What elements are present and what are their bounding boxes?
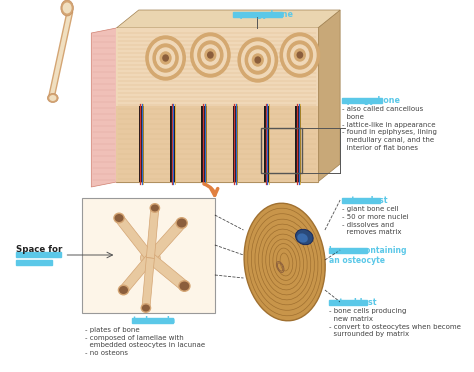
Circle shape bbox=[163, 55, 168, 61]
Bar bbox=[116, 28, 318, 182]
Ellipse shape bbox=[142, 305, 150, 311]
Circle shape bbox=[284, 37, 316, 73]
Ellipse shape bbox=[177, 218, 187, 228]
Ellipse shape bbox=[47, 93, 58, 103]
Circle shape bbox=[242, 42, 274, 78]
Circle shape bbox=[291, 45, 309, 65]
Bar bbox=[261, 128, 301, 173]
Ellipse shape bbox=[140, 249, 160, 267]
Bar bbox=[264, 106, 269, 182]
Ellipse shape bbox=[149, 203, 160, 213]
Circle shape bbox=[194, 37, 227, 73]
Ellipse shape bbox=[244, 203, 325, 321]
Bar bbox=[329, 300, 367, 305]
Bar bbox=[233, 106, 238, 182]
Ellipse shape bbox=[178, 280, 191, 292]
Polygon shape bbox=[91, 28, 116, 187]
Circle shape bbox=[156, 48, 174, 68]
Bar bbox=[170, 106, 175, 182]
Circle shape bbox=[249, 50, 267, 70]
Circle shape bbox=[297, 52, 302, 58]
Ellipse shape bbox=[61, 0, 73, 16]
Polygon shape bbox=[147, 254, 187, 291]
Text: spongy bone: spongy bone bbox=[236, 10, 293, 19]
Text: osteoblast: osteoblast bbox=[329, 298, 377, 307]
Bar bbox=[342, 98, 382, 103]
Bar bbox=[329, 248, 367, 253]
Ellipse shape bbox=[119, 286, 128, 294]
Bar bbox=[82, 198, 215, 313]
Circle shape bbox=[208, 52, 213, 58]
Circle shape bbox=[146, 36, 185, 80]
Bar bbox=[116, 28, 318, 106]
Circle shape bbox=[253, 54, 263, 66]
Text: - also called cancellous
  bone
- lattice-like in appearance
- found in epiphyse: - also called cancellous bone - lattice-… bbox=[342, 106, 437, 151]
Circle shape bbox=[201, 45, 219, 65]
Text: osteoclast: osteoclast bbox=[342, 196, 388, 205]
Ellipse shape bbox=[151, 205, 159, 212]
Text: spongy bone: spongy bone bbox=[342, 96, 400, 105]
Circle shape bbox=[287, 41, 312, 69]
Circle shape bbox=[205, 49, 216, 61]
Polygon shape bbox=[116, 10, 340, 28]
Circle shape bbox=[280, 33, 319, 77]
Bar bbox=[16, 252, 61, 257]
Bar bbox=[116, 106, 318, 182]
Bar bbox=[132, 318, 173, 323]
Ellipse shape bbox=[297, 233, 308, 243]
Ellipse shape bbox=[115, 214, 124, 222]
Polygon shape bbox=[116, 215, 154, 261]
Circle shape bbox=[245, 46, 270, 74]
Bar bbox=[201, 106, 207, 182]
Ellipse shape bbox=[118, 285, 129, 295]
Circle shape bbox=[149, 40, 182, 76]
Polygon shape bbox=[318, 10, 340, 182]
Ellipse shape bbox=[63, 3, 72, 13]
Ellipse shape bbox=[175, 217, 188, 229]
Polygon shape bbox=[147, 219, 185, 262]
Circle shape bbox=[294, 49, 305, 61]
Bar bbox=[139, 106, 144, 182]
Text: Space for: Space for bbox=[16, 245, 63, 254]
Circle shape bbox=[238, 38, 277, 82]
Polygon shape bbox=[146, 208, 159, 259]
Bar bbox=[342, 198, 380, 203]
Ellipse shape bbox=[180, 282, 189, 291]
Text: lacuna containing
an osteocyte: lacuna containing an osteocyte bbox=[329, 246, 407, 265]
Polygon shape bbox=[142, 257, 155, 308]
Ellipse shape bbox=[49, 95, 56, 101]
Bar bbox=[16, 260, 52, 265]
Bar bbox=[295, 106, 301, 182]
Text: trabecula: trabecula bbox=[132, 316, 176, 325]
Circle shape bbox=[191, 33, 230, 77]
Ellipse shape bbox=[295, 229, 313, 245]
Text: - bone cells producing
  new matrix
- convert to osteocytes when become
  surrou: - bone cells producing new matrix - conv… bbox=[329, 308, 461, 337]
Ellipse shape bbox=[113, 212, 125, 224]
Text: - plates of bone
- composed of lamellae with
  embedded osteocytes in lacunae
- : - plates of bone - composed of lamellae … bbox=[85, 327, 205, 356]
Text: - giant bone cell
- 50 or more nuclei
- dissolves and
  removes matrix: - giant bone cell - 50 or more nuclei - … bbox=[342, 206, 409, 235]
Circle shape bbox=[198, 41, 223, 69]
Polygon shape bbox=[120, 254, 154, 294]
Circle shape bbox=[153, 44, 178, 72]
Circle shape bbox=[160, 52, 171, 64]
Circle shape bbox=[255, 57, 261, 63]
Ellipse shape bbox=[140, 303, 151, 313]
Bar bbox=[233, 12, 282, 17]
